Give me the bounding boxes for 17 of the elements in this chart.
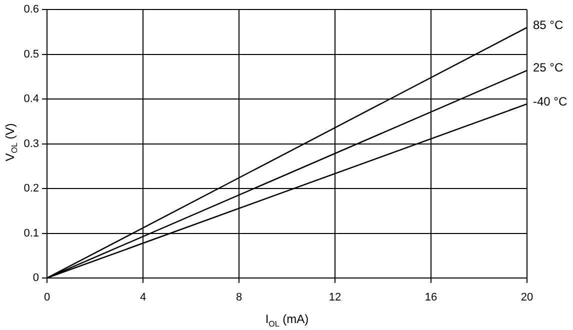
y-tick-label: 0.4 — [24, 93, 39, 106]
x-tick-label: 8 — [236, 292, 242, 304]
x-tick-label: 12 — [328, 292, 342, 304]
x-tick-label: 20 — [520, 292, 534, 304]
y-tick-label: 0.5 — [24, 48, 39, 60]
series-label: 85 °C — [533, 18, 564, 32]
y-tick-label: 0.2 — [24, 182, 39, 195]
y-tick-label: 0 — [32, 272, 39, 284]
x-tick-label: 4 — [140, 292, 146, 304]
series-label: -40 °C — [533, 94, 568, 108]
series-label: 25 °C — [533, 60, 564, 75]
y-tick-label: 0.6 — [24, 4, 39, 16]
y-tick-label: 0.3 — [24, 138, 39, 150]
x-tick-label: 16 — [424, 292, 438, 304]
y-tick-label: 0.1 — [24, 227, 39, 240]
x-axis-title: I$_{OL}$ (mA) — [264, 312, 310, 328]
x-tick-label: 0 — [44, 292, 50, 304]
